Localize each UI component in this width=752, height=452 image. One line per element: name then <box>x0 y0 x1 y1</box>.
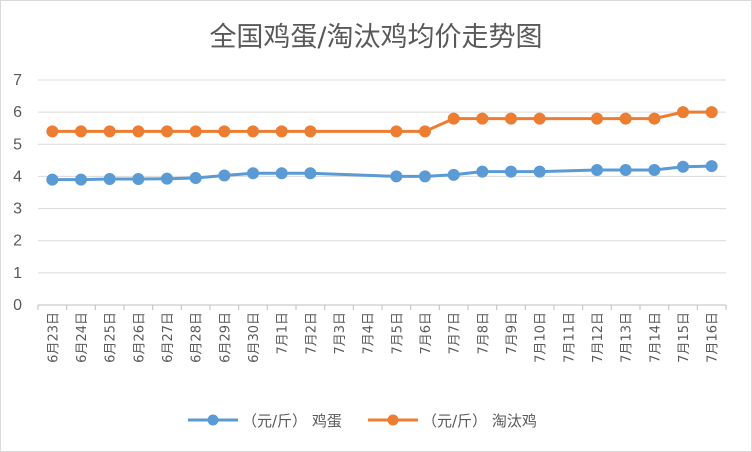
x-tick-label: 7月12日 <box>591 312 606 363</box>
data-point <box>619 112 632 125</box>
x-tick-label: 7月1日 <box>276 312 291 355</box>
data-point <box>705 106 718 119</box>
legend-marker-1 <box>207 414 219 426</box>
data-point <box>132 173 145 185</box>
x-tick-label: 7月11日 <box>562 312 577 363</box>
data-point <box>419 125 431 138</box>
data-point <box>46 125 59 138</box>
legend-label-1: （元/斤） 鸡蛋 <box>242 412 342 430</box>
data-point <box>189 125 202 138</box>
x-tick-label: 7月7日 <box>448 312 463 355</box>
y-tick-label: 4 <box>13 168 22 185</box>
data-point <box>275 125 288 138</box>
data-point <box>390 125 403 138</box>
legend-marker-2 <box>387 414 399 426</box>
y-tick-label: 1 <box>13 265 22 282</box>
data-point <box>505 112 517 125</box>
data-point <box>161 125 173 138</box>
data-point <box>275 167 288 180</box>
data-point <box>476 112 489 125</box>
data-point <box>419 170 431 183</box>
chart-title: 全国鸡蛋/淘汰鸡均价走势图 <box>209 22 542 53</box>
data-point <box>304 125 317 138</box>
data-point <box>447 112 460 125</box>
x-tick-label: 6月26日 <box>132 312 147 363</box>
data-point <box>247 125 259 138</box>
data-point <box>390 170 403 183</box>
data-point <box>591 164 603 176</box>
data-point <box>46 173 59 186</box>
series-line-1 <box>50 164 714 182</box>
data-point <box>218 125 231 138</box>
y-tick-label: 3 <box>13 201 22 218</box>
y-tick-label: 0 <box>13 297 22 314</box>
x-tick-label: 7月5日 <box>390 312 405 355</box>
x-tick-label: 6月23日 <box>46 312 61 363</box>
x-axis <box>37 304 727 310</box>
x-tick-label: 7月14日 <box>648 312 663 363</box>
data-point <box>677 106 689 119</box>
data-point <box>505 165 517 178</box>
x-tick-label: 7月2日 <box>304 312 319 355</box>
data-point <box>648 112 661 125</box>
x-tick-label: 6月30日 <box>247 312 262 363</box>
data-point <box>161 172 173 185</box>
legend: （元/斤） 鸡蛋 （元/斤） 淘汰鸡 <box>188 412 537 430</box>
data-point <box>304 167 317 180</box>
x-tick-label: 7月16日 <box>706 312 721 363</box>
x-tick-label: 7月8日 <box>476 312 491 355</box>
data-point <box>533 112 546 125</box>
grid-lines <box>38 79 726 274</box>
data-point <box>591 112 603 125</box>
x-tick-label: 6月29日 <box>218 312 233 363</box>
x-tick-label: 7月15日 <box>677 312 692 363</box>
data-point <box>677 160 689 173</box>
y-tick-label: 7 <box>13 72 22 89</box>
data-point <box>619 164 632 176</box>
legend-label-2: （元/斤） 淘汰鸡 <box>422 412 537 430</box>
x-tick-label: 7月13日 <box>620 312 635 363</box>
y-tick-label: 6 <box>13 104 22 121</box>
data-point <box>132 125 145 138</box>
data-point <box>648 164 661 176</box>
series-line-2 <box>50 110 714 133</box>
data-point <box>103 125 116 138</box>
data-point <box>476 165 489 178</box>
x-tick-label: 6月28日 <box>190 312 205 363</box>
data-point <box>75 173 87 186</box>
y-tick-label: 2 <box>13 233 22 250</box>
x-tick-label: 7月10日 <box>534 312 549 363</box>
data-point <box>75 125 87 138</box>
data-point <box>218 169 231 182</box>
x-tick-label: 6月24日 <box>75 312 90 363</box>
x-axis-tick-labels: 6月23日 6月24日 6月25日 6月26日 6月27日 6月28日 6月29日 6月30日… <box>46 312 720 363</box>
data-point <box>705 160 718 173</box>
x-tick-label: 7月3日 <box>333 312 348 355</box>
x-tick-label: 6月27日 <box>161 312 176 363</box>
x-tick-label: 6月25日 <box>104 312 119 363</box>
data-point <box>103 173 116 185</box>
series-layer <box>46 106 718 186</box>
y-tick-label: 5 <box>13 136 22 153</box>
data-point <box>533 165 546 178</box>
x-tick-label: 7月4日 <box>362 312 377 355</box>
x-tick-label: 7月9日 <box>505 312 520 355</box>
y-axis-tick-labels: 0 1 2 3 4 5 6 7 <box>13 72 22 314</box>
data-point <box>247 167 259 180</box>
data-point <box>447 168 460 181</box>
x-tick-label: 7月6日 <box>419 312 434 355</box>
data-point <box>189 172 202 185</box>
